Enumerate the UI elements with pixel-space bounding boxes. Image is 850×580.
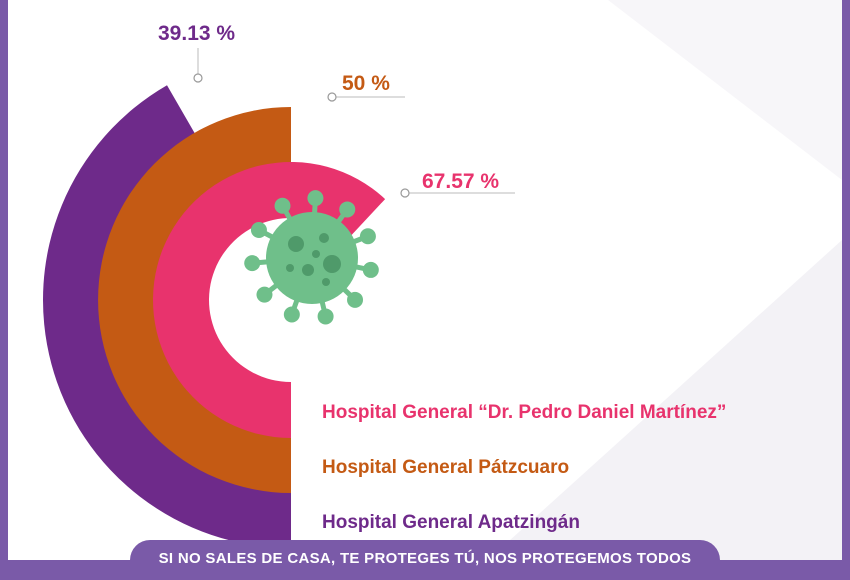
virus-icon (244, 190, 379, 325)
virus-spot (288, 236, 304, 252)
virus-spike-tip (274, 197, 291, 214)
legend-tab-0 (291, 382, 313, 435)
legend-tab-1 (291, 437, 313, 490)
virus-spike-tip (347, 291, 364, 308)
banner-text: SI NO SALES DE CASA, TE PROTEGES TÚ, NOS… (158, 550, 692, 567)
arc-series-0 (153, 161, 386, 438)
virus-spot (323, 255, 341, 273)
labels-layer: 67.57 % 50 % 39.13 % (158, 22, 515, 198)
leader-dot-2 (193, 73, 203, 83)
virus-spot (286, 264, 294, 272)
virus-spike-tip (307, 190, 324, 207)
value-label-2: 39.13 % (158, 22, 235, 45)
value-label-1: 50 % (342, 72, 390, 95)
radial-bar-chart: Hospital General “Dr. Pedro Daniel Martí… (42, 22, 726, 548)
legend-label-1: Hospital General Pátzcuaro (322, 457, 569, 478)
legend-label-0: Hospital General “Dr. Pedro Daniel Martí… (322, 402, 726, 423)
virus-spike-tip (339, 201, 356, 218)
legend-tab-2 (291, 492, 313, 545)
value-label-0: 67.57 % (422, 170, 499, 193)
virus-spot (319, 233, 329, 243)
virus-spike-tip (359, 228, 376, 245)
background-shade (488, 0, 842, 560)
arc-series-1 (98, 107, 291, 493)
arcs-layer (42, 85, 386, 548)
arc-series-2 (42, 85, 291, 548)
virus-spike-tip (317, 308, 334, 325)
virus-spike-tip (362, 261, 379, 278)
leader-dot-1 (327, 92, 337, 102)
virus-spike-tip (256, 286, 273, 303)
virus-spike-tip (250, 221, 267, 238)
virus-spike-tip (283, 306, 300, 323)
virus-spot (312, 250, 320, 258)
legend-label-2: Hospital General Apatzingán (322, 512, 580, 533)
virus-spot (302, 264, 314, 276)
leader-dot-0 (400, 188, 410, 198)
virus-body (266, 212, 358, 304)
virus-spot (322, 278, 330, 286)
virus-spike-tip (244, 255, 261, 272)
bottom-banner: SI NO SALES DE CASA, TE PROTEGES TÚ, NOS… (130, 540, 720, 580)
legend-layer: Hospital General “Dr. Pedro Daniel Martí… (291, 382, 726, 545)
